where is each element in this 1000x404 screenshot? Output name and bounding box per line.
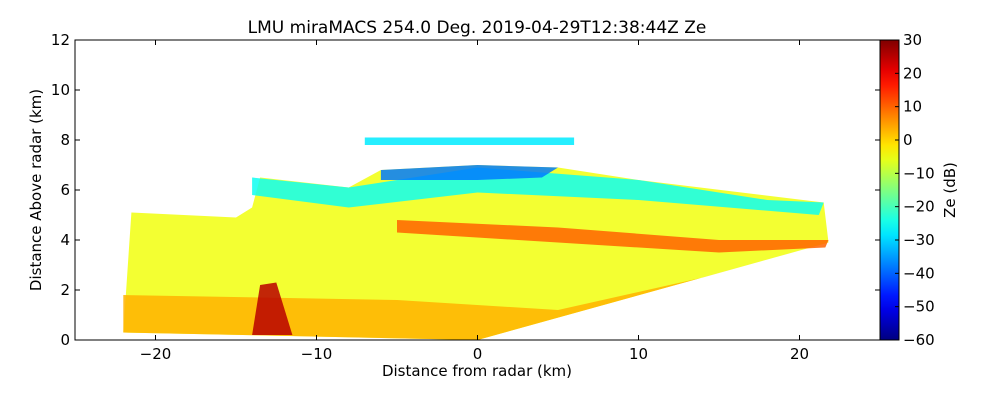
colorbar-tick-label: −50 xyxy=(903,298,935,316)
y-tick-label: 6 xyxy=(60,181,70,199)
echo-region-isolated-upper-layer xyxy=(364,137,575,145)
colorbar-label: Ze (dB) xyxy=(941,162,959,218)
echo-region-near-surface-core xyxy=(252,282,293,335)
y-tick-label: 4 xyxy=(60,231,70,249)
colorbar-tick-label: −20 xyxy=(903,198,935,216)
colorbar-tick-label: −60 xyxy=(903,331,935,349)
y-tick-label: 8 xyxy=(60,131,70,149)
y-axis-label: Distance Above radar (km) xyxy=(27,89,45,291)
echo-region-upper-cloud-top xyxy=(252,167,824,215)
plot-area xyxy=(123,137,829,340)
echo-regions xyxy=(123,137,829,340)
y-tick-label: 12 xyxy=(51,31,70,49)
x-tick-label: −10 xyxy=(301,345,333,363)
colorbar-tick-label: 30 xyxy=(903,31,922,49)
x-tick-label: 0 xyxy=(473,345,483,363)
echo-region-scan-sector xyxy=(123,165,829,340)
y-tick-label: 0 xyxy=(60,331,70,349)
colorbar-tick-label: 0 xyxy=(903,131,913,149)
x-tick-label: −20 xyxy=(140,345,172,363)
colorbar-tick-label: 10 xyxy=(903,98,922,116)
colorbar-tick-label: −10 xyxy=(903,164,935,182)
colorbar-tick-label: −40 xyxy=(903,264,935,282)
x-tick-label: 10 xyxy=(629,345,648,363)
y-tick-label: 10 xyxy=(51,81,70,99)
x-axis-label: Distance from radar (km) xyxy=(382,362,572,380)
chart-title: LMU miraMACS 254.0 Deg. 2019-04-29T12:38… xyxy=(248,18,707,38)
colorbar-tick-label: 20 xyxy=(903,64,922,82)
echo-region-cloud-top-minimum xyxy=(380,165,558,180)
echo-region-mid-level-enhanced-layer xyxy=(397,220,829,253)
y-tick-label: 2 xyxy=(60,281,70,299)
x-tick-label: 20 xyxy=(790,345,809,363)
colorbar-tick-label: −30 xyxy=(903,231,935,249)
colorbar: 30 20 10 0 −10 −20 −30 −40 −50 −60 xyxy=(879,31,935,349)
echo-region-low-level-band xyxy=(123,242,829,340)
colorbar-gradient xyxy=(879,39,900,341)
